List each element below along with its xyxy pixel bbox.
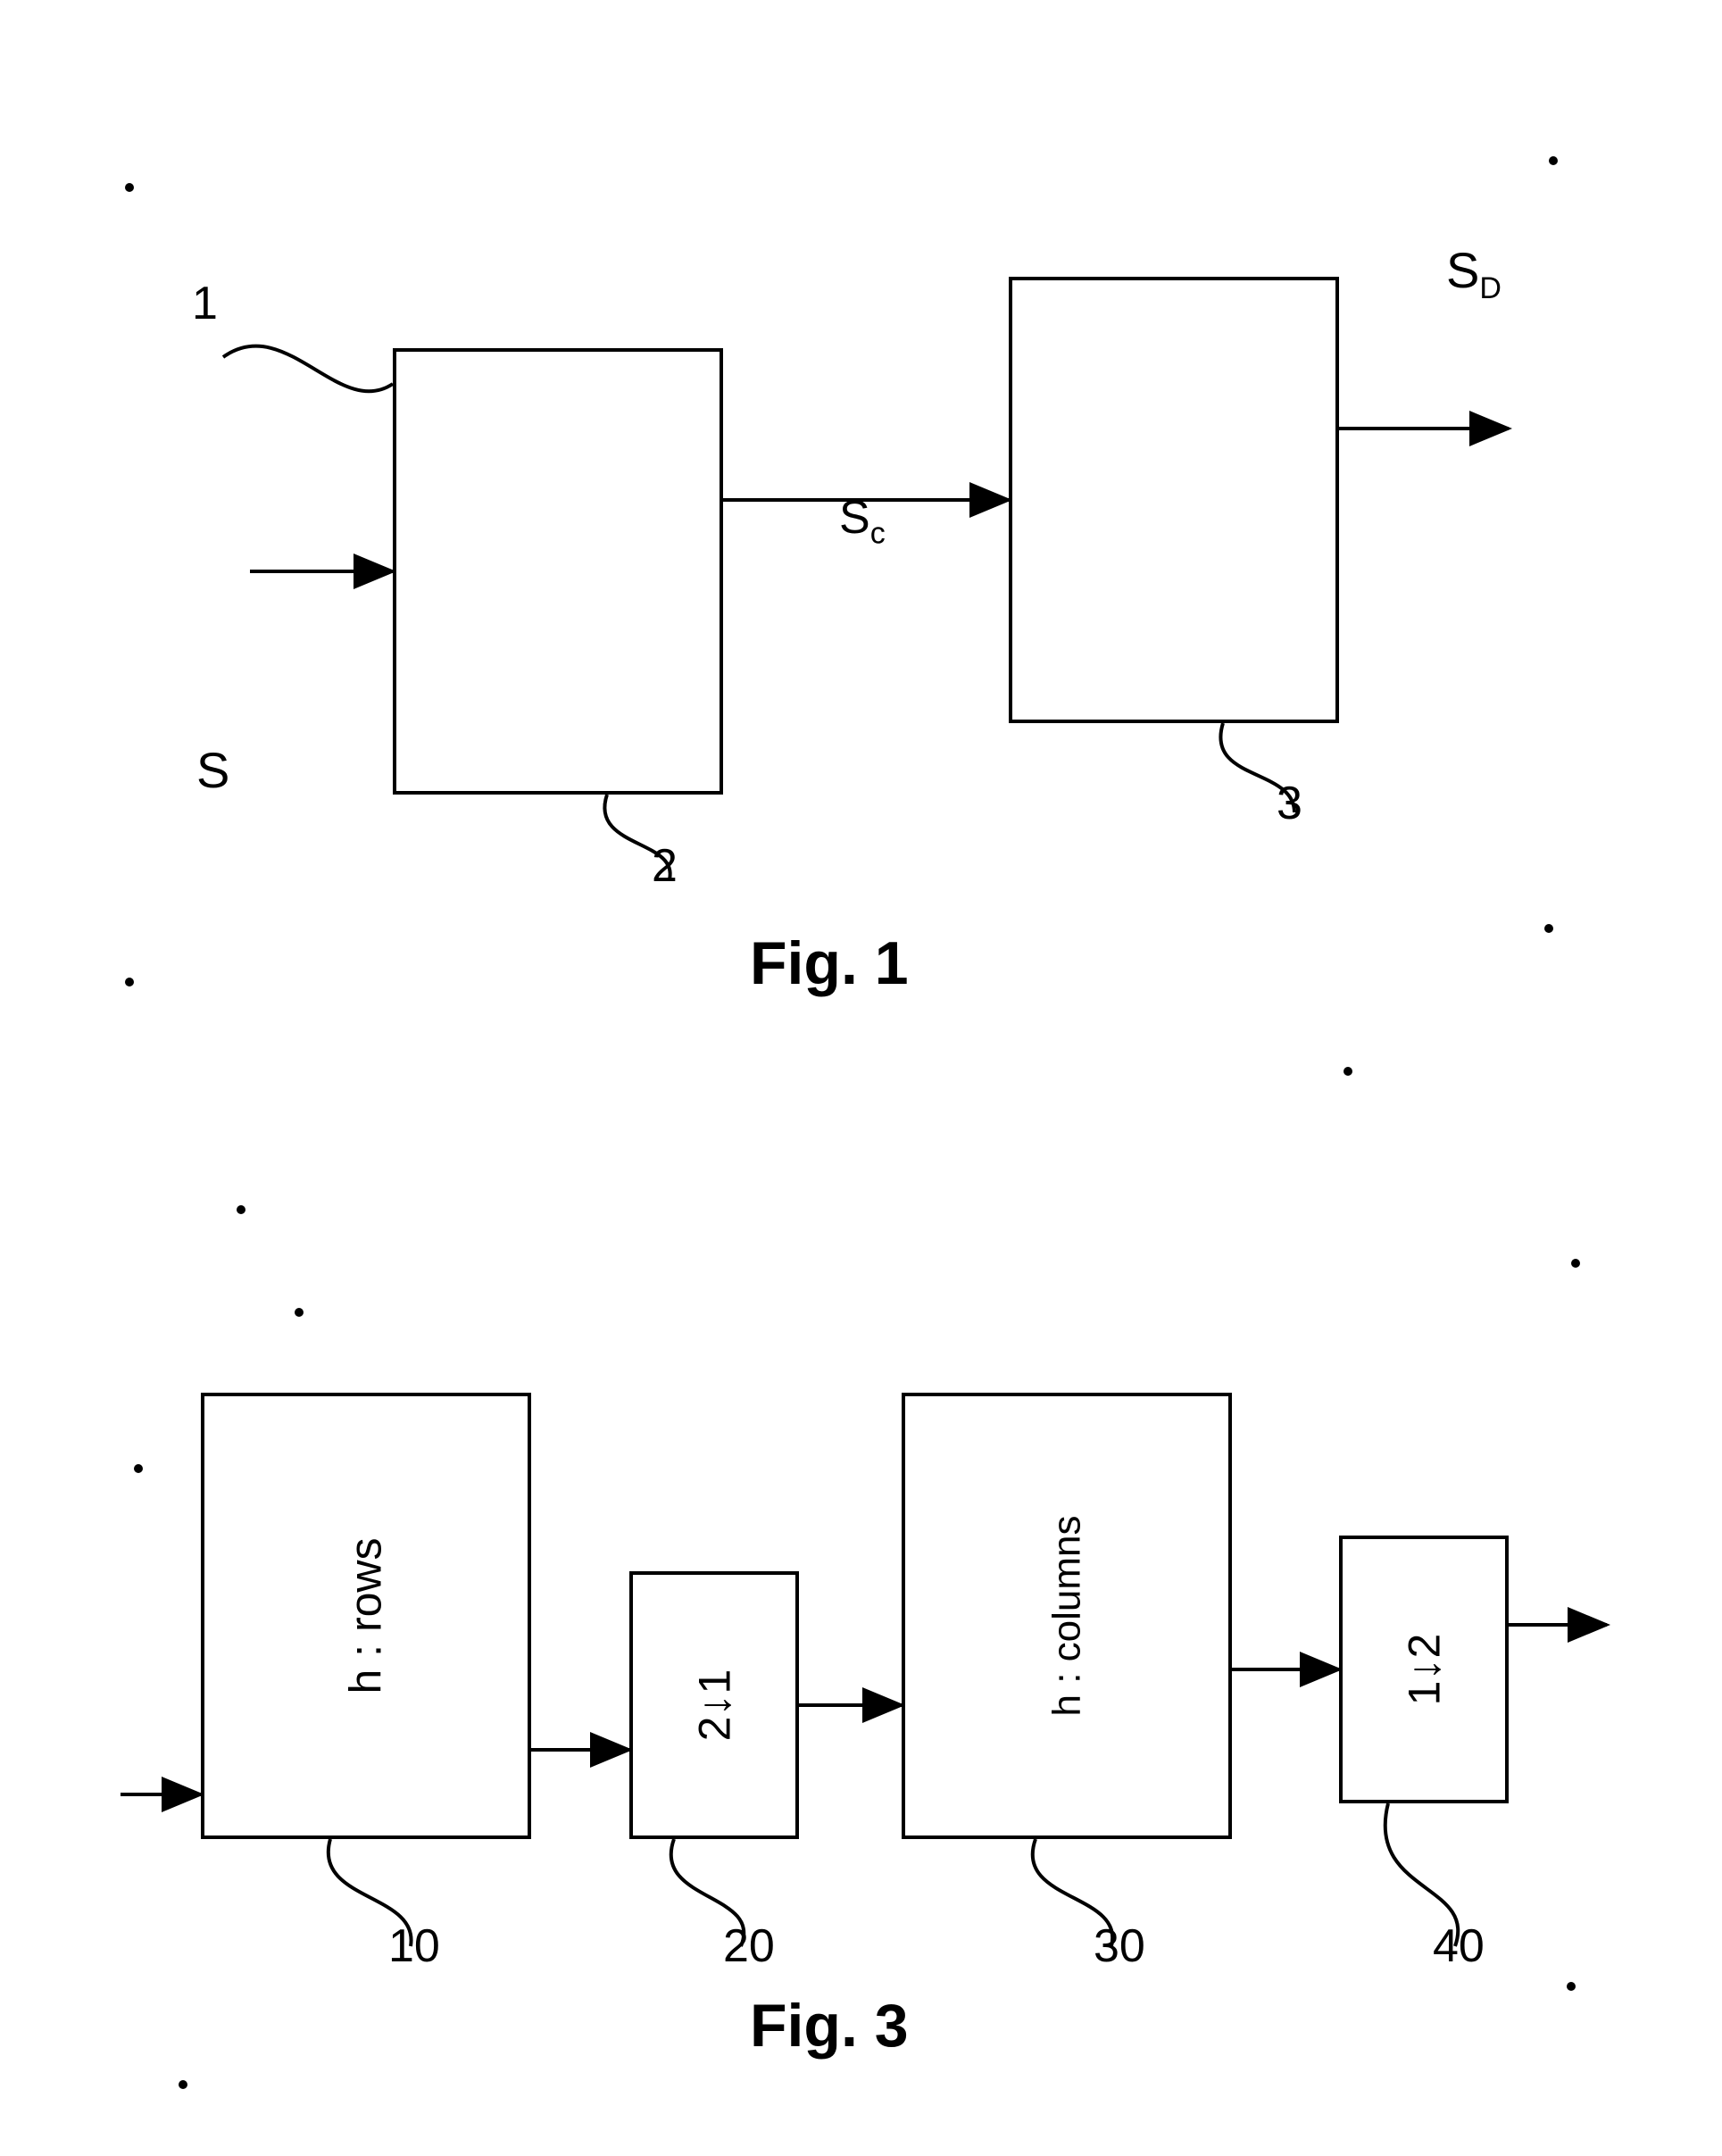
fig3-noise-dot-2 [134, 1464, 143, 1473]
fig1-block-2 [393, 348, 723, 795]
fig3-block20-label: 20 [723, 1919, 775, 1973]
diagram-page: S Sc SD 1 2 3 Fig. 1 h : rows 2↓1 h : co… [0, 0, 1722, 2156]
fig1-mid-sub: c [870, 516, 886, 550]
fig1-out-sub: D [1479, 271, 1502, 305]
fig3-caption: Fig. 3 [750, 1991, 909, 2060]
fig3-noise-dot-4 [179, 2080, 187, 2089]
fig1-mid-signal-label: Sc [839, 491, 886, 551]
fig3-block-cols-text: h : columns [1044, 1516, 1089, 1717]
fig1-block-3 [1009, 277, 1339, 723]
fig3-block40-label: 40 [1433, 1919, 1485, 1973]
fig1-noise-dot-5 [237, 1205, 245, 1214]
fig3-block-downsample-b: 1↓2 [1339, 1536, 1509, 1803]
fig1-noise-dot-4 [1343, 1067, 1352, 1076]
fig3-block30-label: 30 [1094, 1919, 1145, 1973]
fig1-system-label: 1 [192, 277, 218, 330]
fig1-block2-label: 2 [652, 839, 678, 893]
fig3-block-downsample-a: 2↓1 [629, 1571, 799, 1839]
fig1-mid-main: S [839, 492, 870, 544]
fig3-block-columns: h : columns [902, 1393, 1232, 1839]
fig1-noise-dot-0 [125, 183, 134, 192]
fig3-block10-label: 10 [388, 1919, 440, 1973]
fig3-noise-dot-0 [1571, 1259, 1580, 1268]
fig3-block-rows-text: h : rows [340, 1537, 392, 1694]
fig3-noise-dot-1 [295, 1308, 304, 1317]
fig1-noise-dot-1 [1549, 156, 1558, 165]
fig3-block-rows: h : rows [201, 1393, 531, 1839]
fig1-input-label: S [196, 741, 229, 799]
fig3-block-ds-b-text: 1↓2 [1398, 1634, 1450, 1706]
fig1-output-signal-label: SD [1446, 241, 1502, 306]
fig1-noise-dot-2 [125, 978, 134, 986]
fig1-noise-dot-3 [1544, 924, 1553, 933]
fig3-noise-dot-3 [1567, 1982, 1576, 1991]
fig1-block3-label: 3 [1277, 777, 1302, 830]
fig1-out-main: S [1446, 242, 1479, 298]
fig3-block-ds-a-text: 2↓1 [688, 1669, 740, 1742]
fig1-caption: Fig. 1 [750, 928, 909, 998]
